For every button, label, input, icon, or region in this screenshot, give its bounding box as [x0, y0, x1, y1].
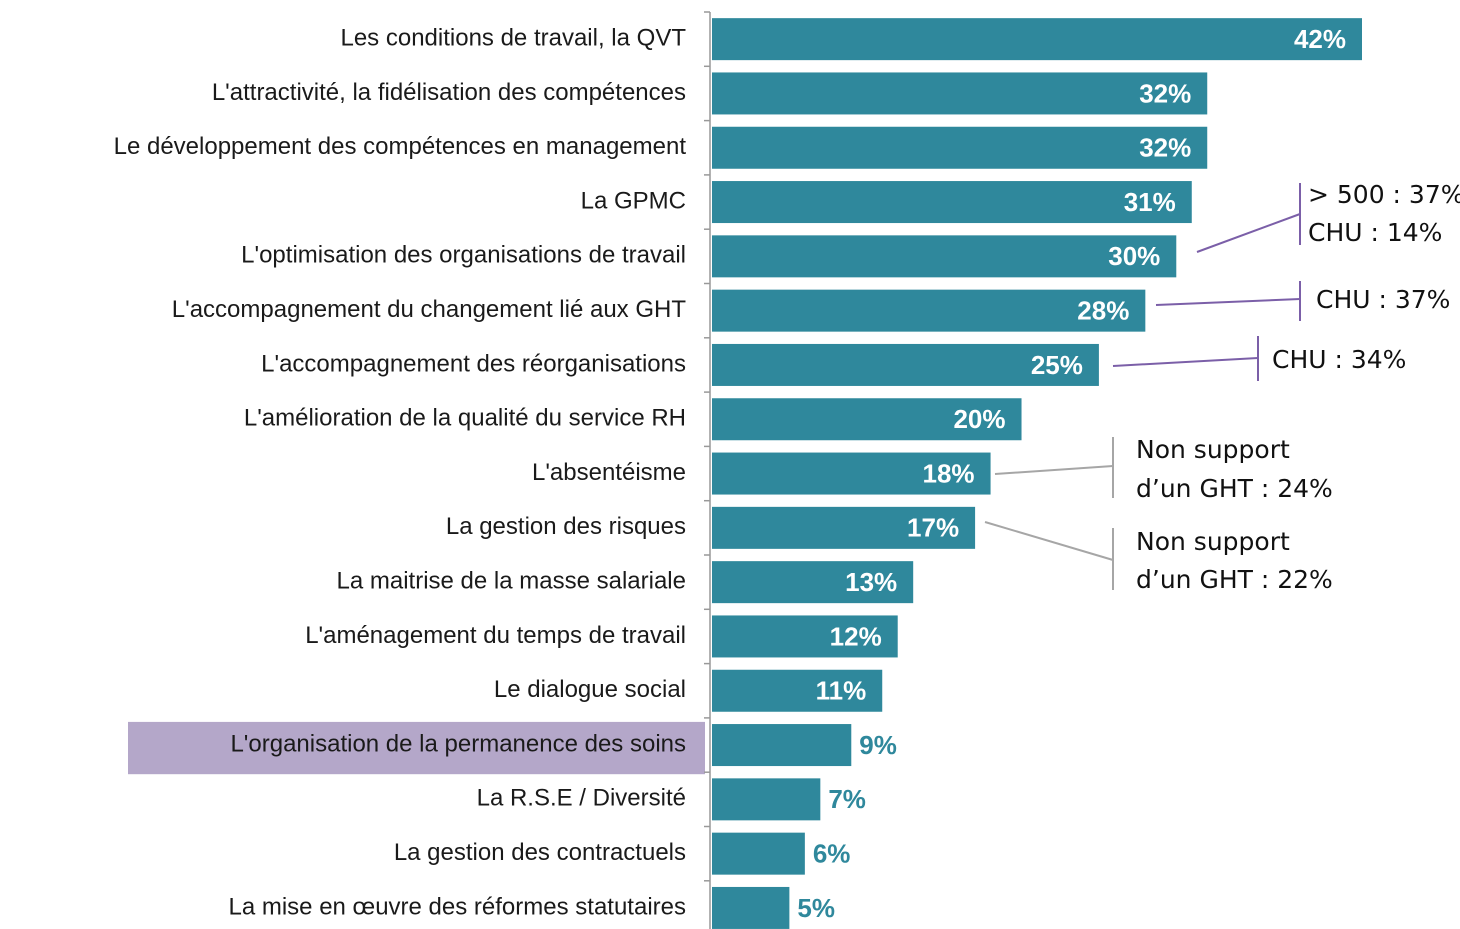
annotation-connector [1112, 357, 1259, 367]
value-label: 28% [1077, 296, 1129, 326]
annotation-connector [984, 521, 1114, 561]
value-label: 31% [1124, 187, 1176, 217]
category-label: La R.S.E / Diversité [477, 785, 686, 812]
bar [712, 289, 1146, 332]
category-label: L'organisation de la permanence des soin… [230, 730, 686, 757]
value-label: 6% [813, 839, 851, 869]
annotation-text: CHU : 37% [1316, 285, 1450, 314]
bar [712, 181, 1192, 224]
category-label: L'absentéisme [532, 459, 686, 486]
category-label: La GPMC [581, 187, 686, 214]
annotation-connector [1196, 213, 1301, 253]
bar [712, 724, 852, 767]
category-label: Le dialogue social [494, 676, 686, 703]
category-label: L'amélioration de la qualité du service … [244, 405, 686, 432]
value-label: 9% [859, 730, 897, 760]
bar [712, 832, 805, 875]
category-label: L'optimisation des organisations de trav… [241, 242, 686, 269]
annotation-text: d’un GHT : 22% [1136, 565, 1333, 594]
annotation-text: > 500 : 37% [1308, 180, 1460, 209]
annotation-text: CHU : 34% [1272, 345, 1406, 374]
highlight-box [128, 721, 705, 775]
bar [712, 343, 1099, 386]
value-label: 11% [816, 676, 867, 706]
annotation-connector [1155, 298, 1301, 306]
category-label: La mise en œuvre des réformes statutaire… [228, 893, 686, 920]
annotation-text: Non support [1136, 527, 1290, 556]
category-label: Le développement des compétences en mana… [114, 133, 687, 160]
value-label: 18% [923, 458, 975, 488]
annotation-text: d’un GHT : 24% [1136, 474, 1333, 503]
bar [712, 506, 976, 549]
category-label: La gestion des risques [446, 513, 686, 540]
value-label: 7% [828, 784, 866, 814]
bar [712, 126, 1208, 169]
bar [712, 886, 790, 929]
category-label: L'accompagnement du changement lié aux G… [172, 296, 687, 323]
bar [712, 398, 1022, 441]
value-label: 12% [830, 621, 882, 651]
bar [712, 778, 821, 821]
bar [712, 18, 1362, 61]
category-label: Les conditions de travail, la QVT [340, 24, 686, 51]
bar [712, 615, 898, 658]
annotation-text: Non support [1136, 435, 1290, 464]
value-label: 13% [845, 567, 897, 597]
value-label: 25% [1031, 350, 1083, 380]
category-label: L'aménagement du temps de travail [305, 622, 686, 649]
annotation-text: CHU : 14% [1308, 218, 1442, 247]
bar [712, 235, 1177, 278]
category-label: L'attractivité, la fidélisation des comp… [212, 79, 686, 106]
category-label: La gestion des contractuels [394, 839, 686, 866]
value-label: 20% [953, 404, 1005, 434]
bar [712, 669, 883, 712]
category-label: La maitrise de la masse salariale [337, 567, 687, 594]
value-label: 42% [1294, 24, 1346, 54]
value-label: 32% [1139, 133, 1191, 163]
value-label: 30% [1108, 241, 1160, 271]
bar [712, 452, 991, 495]
value-label: 5% [797, 893, 835, 923]
bar [712, 561, 914, 604]
value-label: 17% [907, 513, 959, 543]
category-label: L'accompagnement des réorganisations [261, 350, 686, 377]
value-label: 32% [1139, 78, 1191, 108]
bar [712, 72, 1208, 115]
annotation-connector [994, 465, 1114, 475]
